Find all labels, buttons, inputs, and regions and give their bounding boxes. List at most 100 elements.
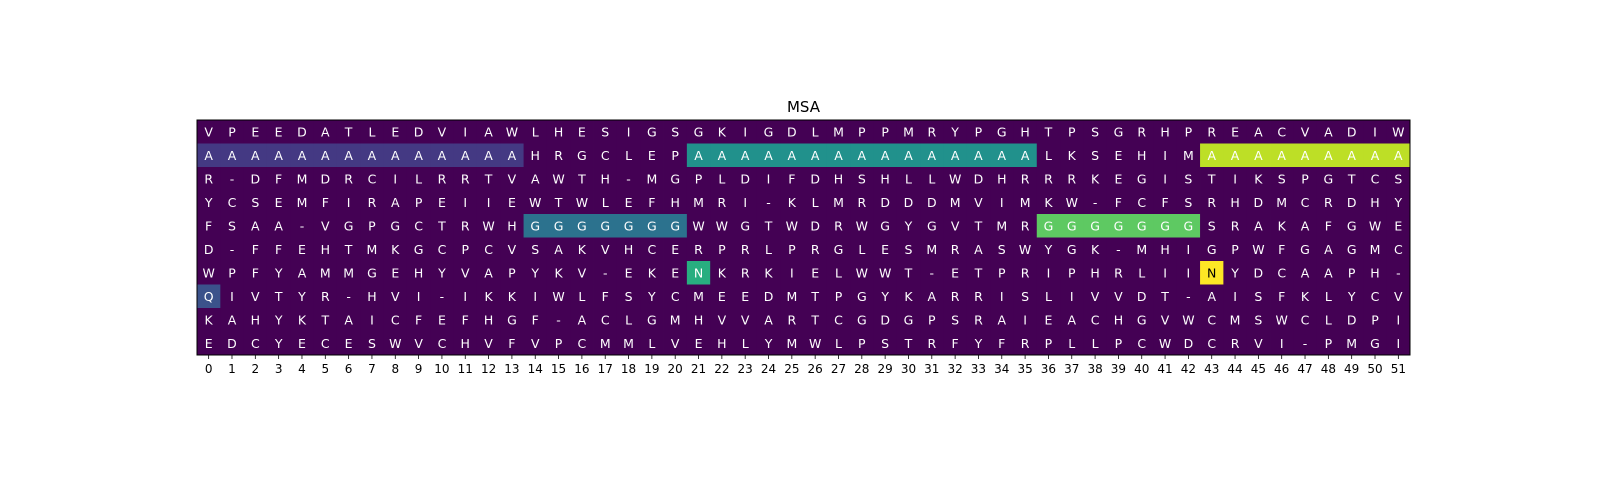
heatmap-cell [266, 308, 291, 332]
residue-letter: K [1044, 195, 1053, 210]
residue-letter: G [1137, 218, 1147, 233]
residue-letter: R [554, 148, 563, 163]
residue-letter: P [1068, 124, 1076, 139]
heatmap-cell [1293, 237, 1318, 262]
residue-letter: A [741, 148, 750, 163]
heatmap-cell [290, 190, 315, 215]
heatmap-cell [616, 120, 641, 144]
heatmap-cell [1386, 261, 1411, 285]
heatmap-cell [710, 261, 734, 285]
x-tick-label: 48 [1321, 362, 1336, 376]
residue-letter: L [625, 148, 632, 163]
heatmap-cell [850, 143, 874, 168]
residue-letter: T [1160, 289, 1169, 304]
heatmap-cell [593, 331, 618, 356]
heatmap-cell [453, 308, 478, 332]
heatmap-cell [1246, 120, 1271, 144]
residue-letter: T [1347, 171, 1356, 186]
x-tick-label: 49 [1344, 362, 1359, 376]
residue-letter: A [1371, 148, 1380, 163]
residue-letter: H [367, 289, 376, 304]
residue-letter: F [415, 312, 422, 327]
residue-letter: R [438, 171, 447, 186]
heatmap-cell [453, 167, 478, 191]
heatmap-cell [826, 261, 851, 285]
x-tick-label: 33 [971, 362, 986, 376]
residue-letter: G [577, 148, 587, 163]
residue-letter: A [1277, 148, 1286, 163]
heatmap-cell [826, 120, 851, 144]
residue-letter: A [1067, 312, 1076, 327]
heatmap-cell [476, 120, 501, 144]
residue-letter: D [1347, 124, 1357, 139]
heatmap-cell [336, 308, 361, 332]
heatmap-cell [523, 120, 548, 144]
x-tick-label: 42 [1181, 362, 1196, 376]
residue-letter: R [1114, 265, 1123, 280]
residue-letter: Y [204, 195, 213, 210]
residue-letter: R [1231, 218, 1240, 233]
residue-letter: M [297, 195, 308, 210]
residue-letter: K [1301, 289, 1310, 304]
residue-letter: C [1207, 336, 1216, 351]
residue-letter: G [1067, 218, 1077, 233]
heatmap-cell [1200, 284, 1224, 309]
residue-letter: I [1373, 124, 1377, 139]
residue-letter: R [204, 171, 213, 186]
heatmap-cell [197, 190, 221, 215]
heatmap-cell [313, 308, 338, 332]
residue-letter: I [743, 195, 747, 210]
heatmap-cell [616, 331, 641, 356]
heatmap-cell [616, 284, 641, 309]
heatmap-cell [430, 143, 454, 168]
residue-letter: R [461, 218, 470, 233]
heatmap-cell [1060, 143, 1084, 168]
x-tick-label: 16 [574, 362, 589, 376]
heatmap-cell [546, 120, 571, 144]
residue-letter: S [1091, 124, 1099, 139]
heatmap-cell [990, 190, 1014, 215]
residue-letter: L [718, 171, 725, 186]
residue-letter: P [1301, 171, 1309, 186]
heatmap-cell [850, 167, 874, 191]
residue-letter: P [1325, 336, 1333, 351]
heatmap-cell [780, 308, 804, 332]
heatmap-cell [197, 237, 221, 262]
residue-letter: I [393, 171, 397, 186]
heatmap-cell [1106, 190, 1131, 215]
heatmap-cell [313, 143, 338, 168]
residue-letter: D [297, 124, 307, 139]
heatmap-cell [1340, 261, 1364, 285]
x-tick-label: 35 [1017, 362, 1032, 376]
residue-letter: A [928, 148, 937, 163]
heatmap-cell [710, 214, 734, 238]
heatmap-cell [943, 167, 968, 191]
residue-letter: R [1021, 171, 1030, 186]
residue-letter: R [951, 242, 960, 257]
x-tick-label: 23 [738, 362, 753, 376]
heatmap-cell [523, 308, 548, 332]
residue-letter: I [627, 124, 631, 139]
residue-letter: A [298, 148, 307, 163]
residue-letter: C [321, 336, 330, 351]
heatmap-cell [1200, 120, 1224, 144]
residue-letter: A [368, 148, 377, 163]
heatmap-cell [523, 331, 548, 356]
residue-letter: N [694, 265, 703, 280]
heatmap-cell [1293, 284, 1318, 309]
residue-letter: F [1278, 242, 1285, 257]
heatmap-cell [1316, 167, 1341, 191]
residue-letter: C [671, 289, 680, 304]
residue-letter: P [928, 312, 936, 327]
residue-letter: V [251, 289, 260, 304]
residue-letter: T [577, 171, 586, 186]
heatmap-cell [336, 237, 361, 262]
heatmap-cell [197, 331, 221, 356]
residue-letter: E [1231, 124, 1239, 139]
residue-letter: A [251, 148, 260, 163]
residue-letter: W [1066, 195, 1078, 210]
heatmap-cell [476, 167, 501, 191]
heatmap-cell [1270, 167, 1294, 191]
residue-letter: S [998, 242, 1006, 257]
residue-letter: D [320, 171, 330, 186]
